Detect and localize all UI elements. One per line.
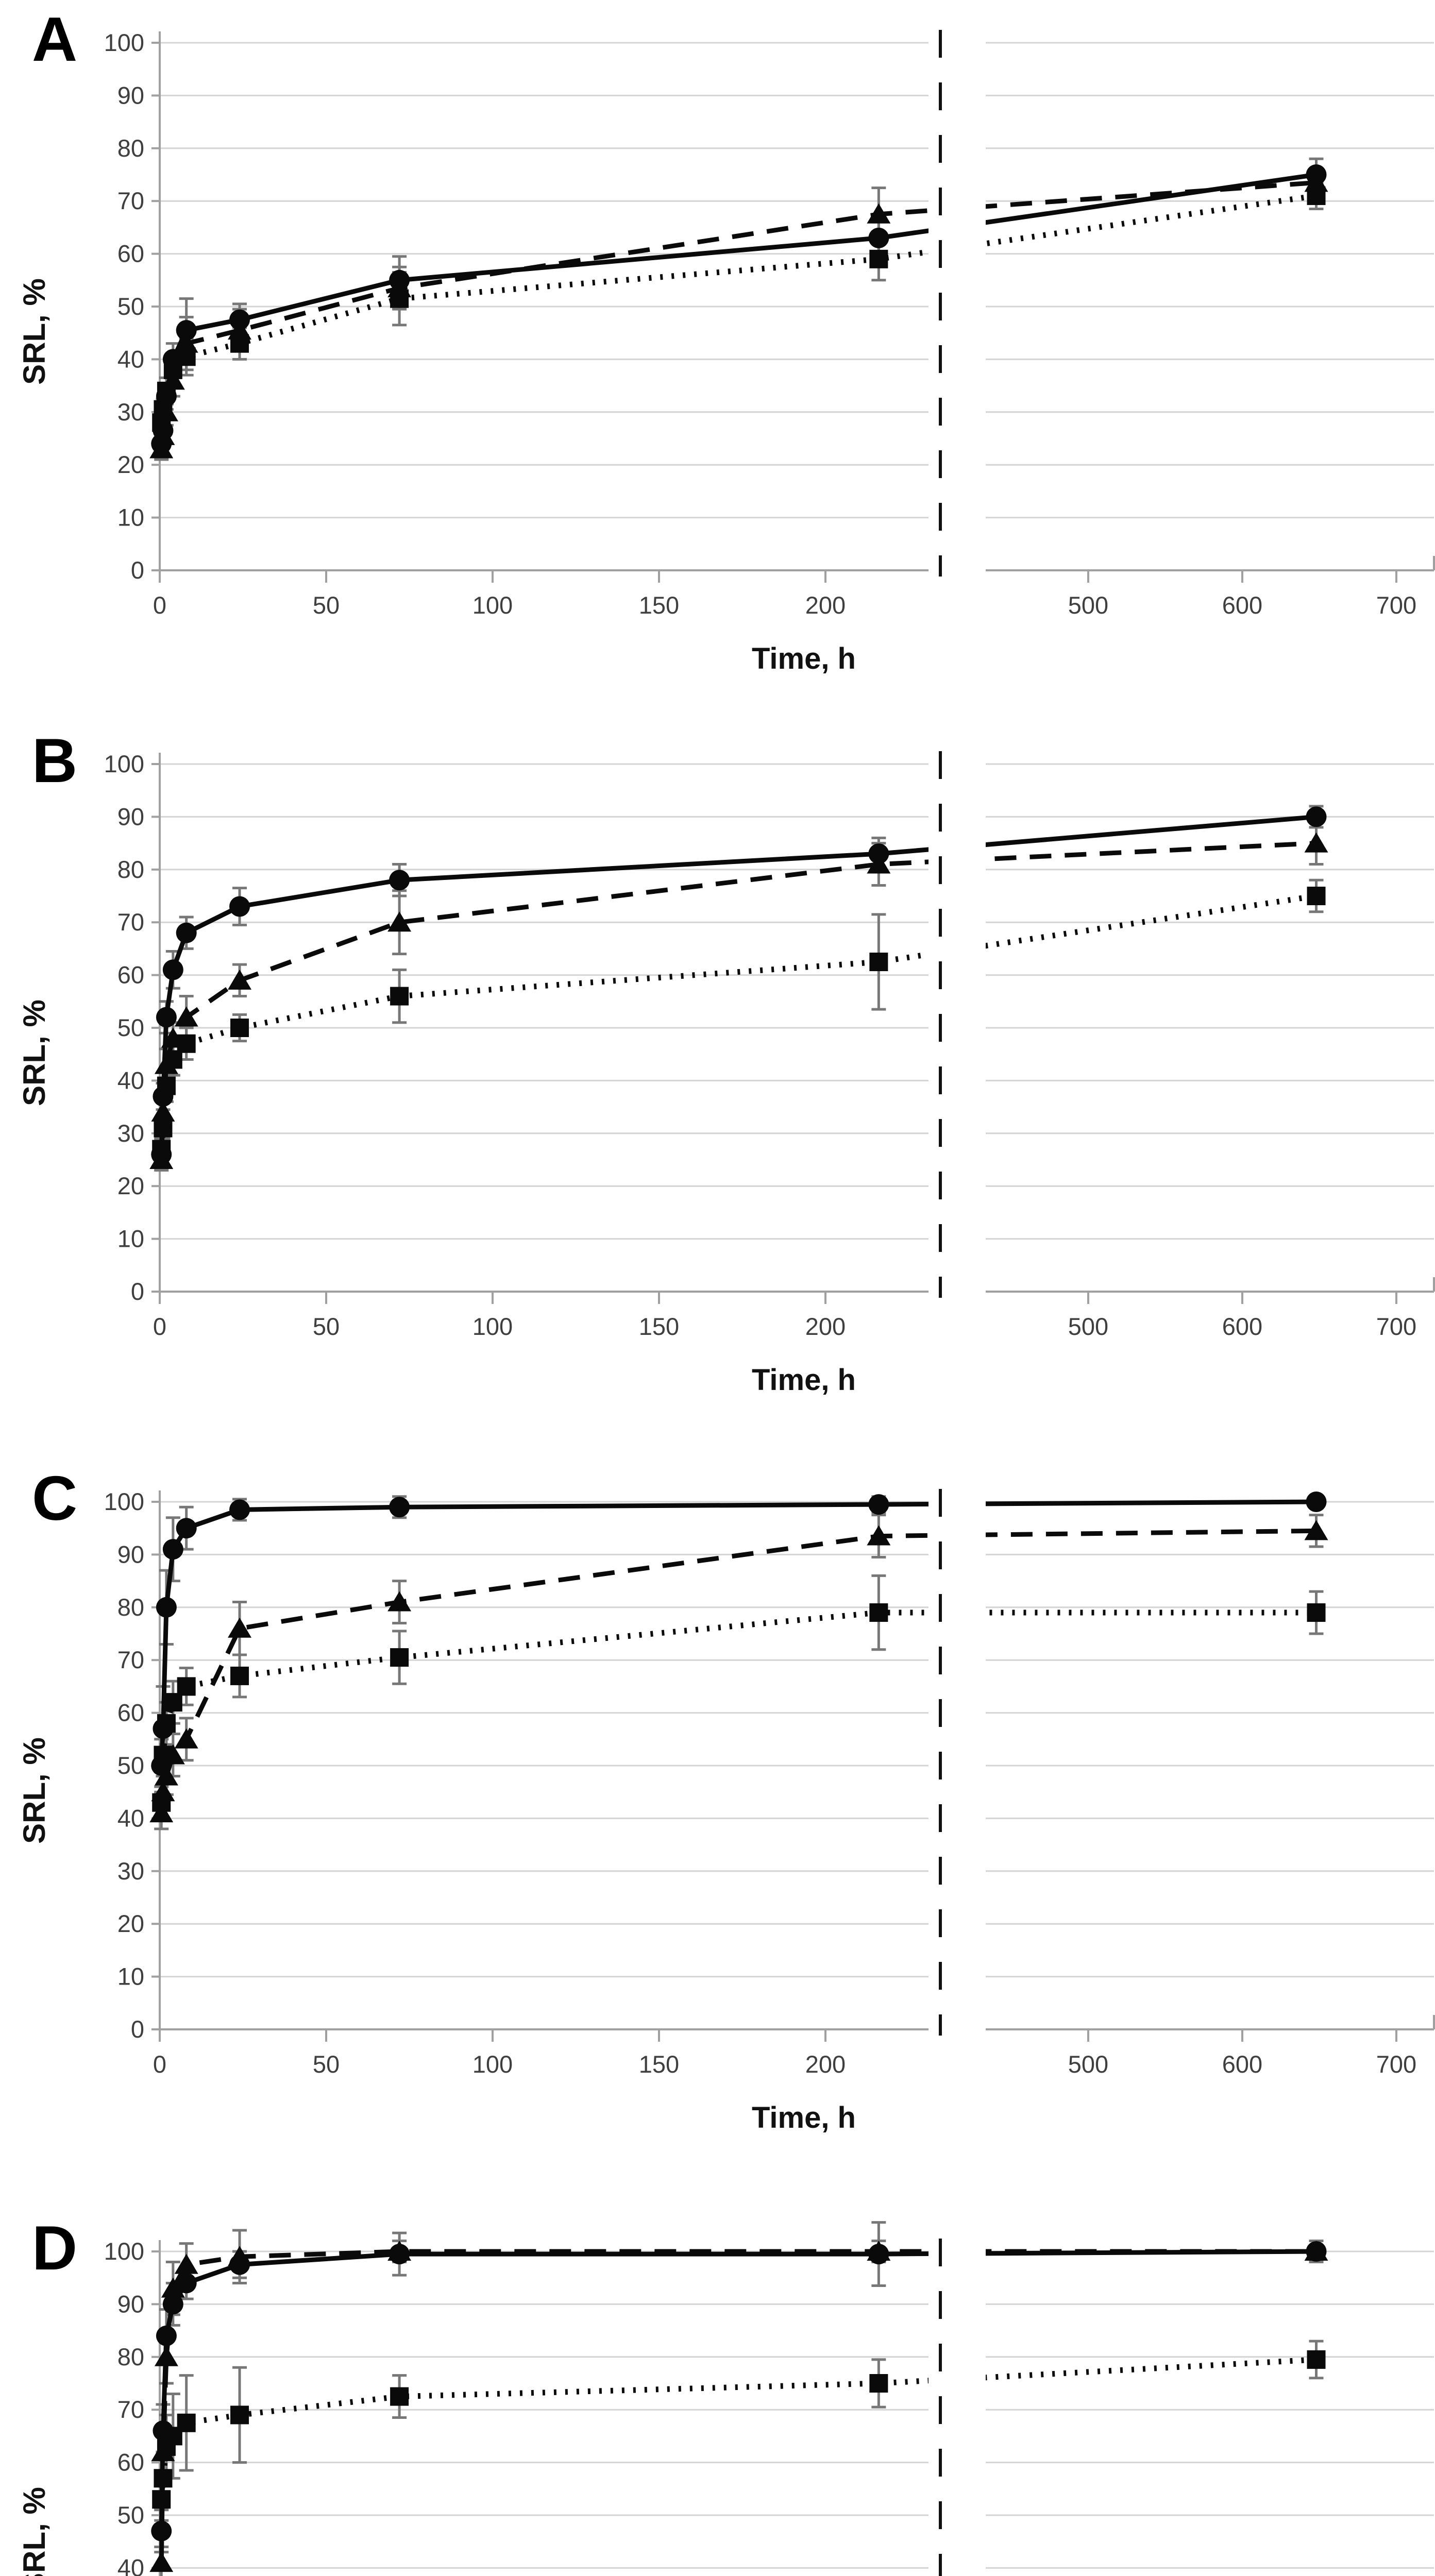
svg-text:700: 700 — [1376, 591, 1416, 619]
svg-text:100: 100 — [104, 1488, 144, 1515]
panel-c-letter: C — [32, 1463, 78, 1533]
svg-text:200: 200 — [805, 591, 846, 619]
svg-text:600: 600 — [1222, 2050, 1262, 2078]
panel-a-chart: 0 10 20 30 40 50 60 70 80 90 100 0 50 100 150 200 500 600… — [104, 29, 1435, 619]
svg-text:100: 100 — [472, 591, 513, 619]
svg-text:600: 600 — [1222, 1313, 1262, 1340]
panel-c-chart: 0 10 20 30 40 50 60 70 80 90 100 0 50 100 150 200 500 600… — [104, 1488, 1435, 2078]
svg-text:150: 150 — [639, 591, 679, 619]
svg-text:40: 40 — [117, 2554, 144, 2576]
svg-text:50: 50 — [117, 2501, 144, 2529]
svg-text:100: 100 — [472, 2050, 513, 2078]
svg-text:60: 60 — [117, 240, 144, 267]
svg-text:50: 50 — [313, 591, 340, 619]
svg-text:700: 700 — [1376, 1313, 1416, 1340]
svg-text:20: 20 — [117, 1172, 144, 1199]
svg-text:600: 600 — [1222, 591, 1262, 619]
svg-text:100: 100 — [104, 29, 144, 56]
svg-text:10: 10 — [117, 1963, 144, 1990]
panel-d-chart: 0102030405060708090100050100150200500600… — [104, 2221, 1434, 2576]
svg-text:90: 90 — [117, 81, 144, 109]
svg-text:40: 40 — [117, 1066, 144, 1094]
svg-text:100: 100 — [472, 1313, 513, 1340]
svg-text:0: 0 — [131, 556, 144, 584]
svg-text:10: 10 — [117, 1225, 144, 1252]
svg-text:0: 0 — [153, 2050, 166, 2078]
svg-text:30: 30 — [117, 1857, 144, 1885]
svg-text:700: 700 — [1376, 2050, 1416, 2078]
svg-text:100: 100 — [104, 750, 144, 777]
svg-text:80: 80 — [117, 134, 144, 162]
svg-text:70: 70 — [117, 187, 144, 214]
svg-text:50: 50 — [313, 2050, 340, 2078]
panel-d: D SRL, % 0102030405060708090100050100150… — [0, 2210, 1435, 2576]
svg-text:50: 50 — [117, 293, 144, 320]
svg-text:50: 50 — [117, 1752, 144, 1779]
svg-text:70: 70 — [117, 1646, 144, 1673]
svg-text:70: 70 — [117, 2396, 144, 2423]
panel-a-letter: A — [32, 4, 78, 74]
panel-b: B SRL, % 0 10 20 30 40 50 60 70 80 90 100 0 50 100 150… — [0, 723, 1435, 1408]
svg-text:200: 200 — [805, 2050, 846, 2078]
svg-text:0: 0 — [153, 1313, 166, 1340]
panel-b-x-axis-title: Time, h — [752, 1363, 856, 1397]
svg-text:90: 90 — [117, 2290, 144, 2317]
svg-text:150: 150 — [639, 1313, 679, 1340]
svg-text:30: 30 — [117, 398, 144, 426]
svg-text:90: 90 — [117, 803, 144, 830]
svg-text:30: 30 — [117, 1120, 144, 1147]
svg-text:20: 20 — [117, 1910, 144, 1937]
panel-a: A SRL, % 0 10 20 30 40 50 60 70 80 90 100 0 50 100 150… — [0, 2, 1435, 687]
panel-a-x-axis-title: Time, h — [752, 642, 856, 675]
svg-text:60: 60 — [117, 2449, 144, 2476]
svg-text:60: 60 — [117, 961, 144, 989]
svg-text:50: 50 — [313, 1313, 340, 1340]
svg-text:60: 60 — [117, 1699, 144, 1726]
svg-text:10: 10 — [117, 504, 144, 531]
panel-c: C SRL, % 0 10 20 30 40 50 60 70 80 90 100 0 50 100 150… — [0, 1461, 1435, 2146]
svg-text:80: 80 — [117, 2343, 144, 2370]
panel-c-x-axis-title: Time, h — [752, 2101, 856, 2134]
svg-text:100: 100 — [104, 2238, 144, 2265]
svg-text:500: 500 — [1068, 1313, 1108, 1340]
svg-text:200: 200 — [805, 1313, 846, 1340]
svg-text:50: 50 — [117, 1014, 144, 1041]
svg-text:0: 0 — [153, 591, 166, 619]
svg-text:20: 20 — [117, 451, 144, 478]
panel-d-letter: D — [32, 2213, 78, 2283]
panel-b-chart: 0 10 20 30 40 50 60 70 80 90 100 0 50 100 150 200 500 600… — [104, 750, 1435, 1340]
svg-text:40: 40 — [117, 345, 144, 372]
panel-b-letter: B — [32, 725, 78, 795]
svg-text:80: 80 — [117, 856, 144, 883]
svg-text:500: 500 — [1068, 591, 1108, 619]
svg-text:500: 500 — [1068, 2050, 1108, 2078]
svg-text:90: 90 — [117, 1540, 144, 1568]
svg-text:70: 70 — [117, 908, 144, 936]
svg-text:0: 0 — [131, 2015, 144, 2043]
svg-text:40: 40 — [117, 1804, 144, 1832]
svg-text:0: 0 — [131, 1278, 144, 1305]
svg-text:80: 80 — [117, 1594, 144, 1621]
svg-text:150: 150 — [639, 2050, 679, 2078]
